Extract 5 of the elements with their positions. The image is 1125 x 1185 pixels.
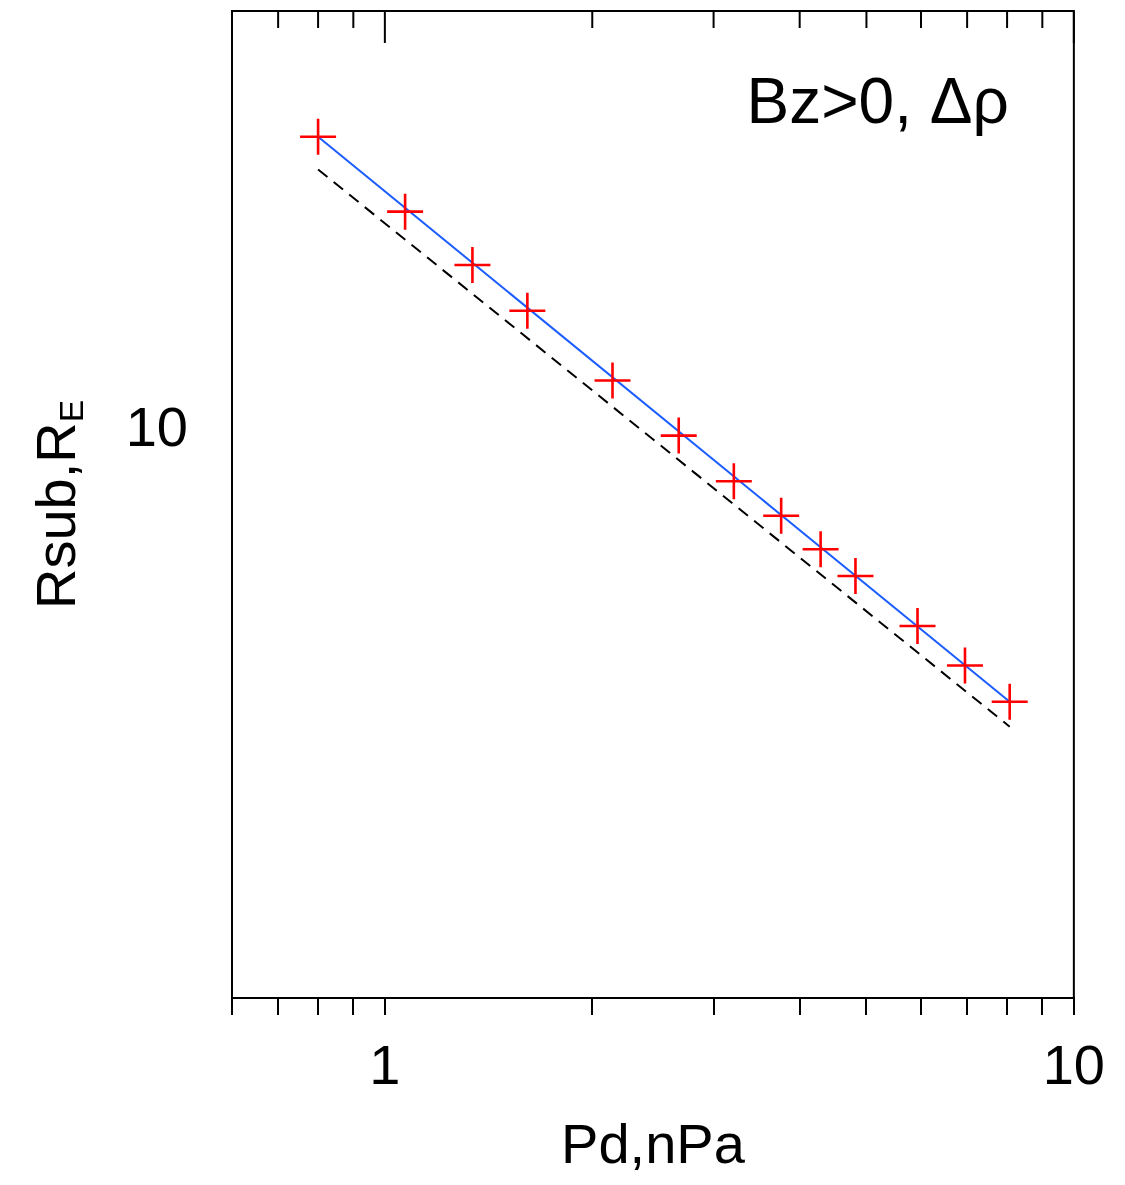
annotation: Bz>0, Δρ — [746, 64, 1009, 137]
text: 10 — [125, 394, 189, 458]
x-axis-title: Pd,nPa — [561, 1112, 746, 1176]
x-tick-label: 1 — [369, 1033, 401, 1097]
y-axis-title: Rsub,RE — [24, 399, 91, 610]
